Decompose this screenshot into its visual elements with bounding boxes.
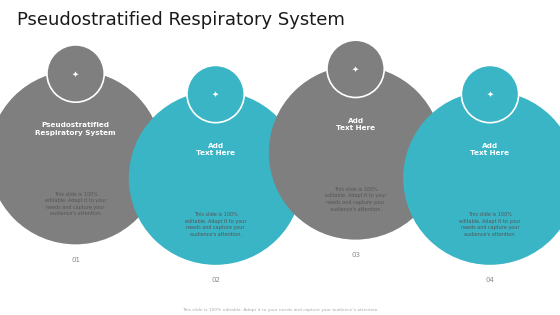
Text: 04: 04 bbox=[486, 278, 494, 284]
Ellipse shape bbox=[0, 71, 162, 244]
Ellipse shape bbox=[129, 91, 302, 265]
Ellipse shape bbox=[461, 66, 519, 123]
Ellipse shape bbox=[403, 91, 560, 265]
Text: Add
Text Here: Add Text Here bbox=[470, 143, 510, 156]
Text: 03: 03 bbox=[351, 252, 360, 258]
Ellipse shape bbox=[187, 66, 244, 123]
Text: Add
Text Here: Add Text Here bbox=[336, 117, 375, 131]
Text: ✦: ✦ bbox=[72, 69, 79, 78]
Text: 02: 02 bbox=[211, 278, 220, 284]
Ellipse shape bbox=[47, 45, 104, 102]
Text: Pseudostratified
Respiratory System: Pseudostratified Respiratory System bbox=[35, 122, 116, 136]
Ellipse shape bbox=[269, 66, 442, 240]
Ellipse shape bbox=[403, 91, 560, 265]
Text: This slide is 100%
editable. Adapt it to your
needs and capture your
audience's : This slide is 100% editable. Adapt it to… bbox=[45, 192, 106, 216]
Text: This slide is 100%
editable. Adapt it to your
needs and capture your
audience's : This slide is 100% editable. Adapt it to… bbox=[185, 212, 246, 237]
Text: 01: 01 bbox=[71, 257, 80, 263]
Ellipse shape bbox=[327, 40, 384, 97]
Text: Pseudostratified Respiratory System: Pseudostratified Respiratory System bbox=[17, 11, 344, 29]
Ellipse shape bbox=[0, 71, 162, 244]
Text: This slide is 100%
editable. Adapt it to your
needs and capture your
audience's : This slide is 100% editable. Adapt it to… bbox=[459, 212, 521, 237]
Text: ✦: ✦ bbox=[487, 89, 493, 99]
Text: This slide is 100%
editable. Adapt it to your
needs and capture your
audience's : This slide is 100% editable. Adapt it to… bbox=[325, 187, 386, 212]
Text: ✦: ✦ bbox=[212, 89, 219, 99]
Ellipse shape bbox=[129, 91, 302, 265]
Text: This slide is 100% editable. Adapt it to your needs and capture your audience's : This slide is 100% editable. Adapt it to… bbox=[181, 308, 379, 312]
Text: ✦: ✦ bbox=[352, 64, 359, 73]
Text: Add
Text Here: Add Text Here bbox=[196, 143, 235, 156]
Ellipse shape bbox=[269, 66, 442, 240]
